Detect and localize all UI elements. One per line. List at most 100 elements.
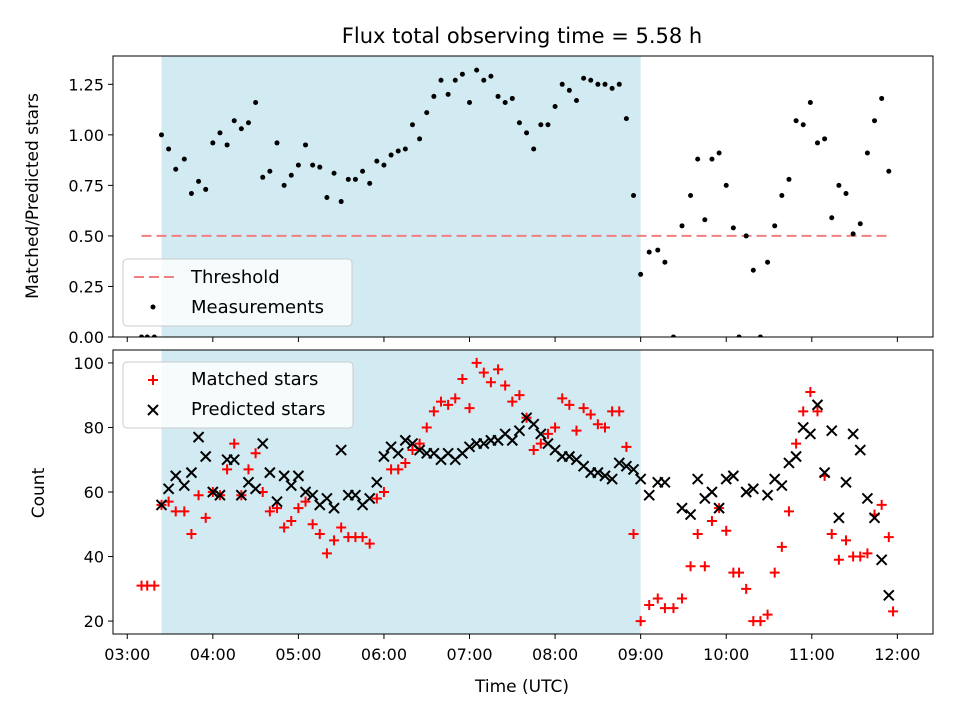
predicted-stars-point: [740, 486, 752, 498]
matched-stars-point: [592, 419, 603, 430]
measurements-point: [438, 77, 444, 83]
predicted-stars-point: [178, 479, 191, 492]
predicted-stars-point: [727, 470, 740, 482]
measurements-point: [814, 140, 820, 146]
threshold-legend-label: Threshold: [190, 267, 280, 288]
measurements-point: [203, 186, 209, 192]
matched-stars-point: [652, 593, 663, 604]
measurements-point: [360, 168, 366, 174]
predicted-stars-point: [192, 431, 205, 443]
predicted-stars-legend-marker: [147, 404, 159, 416]
predicted-stars-point: [278, 470, 290, 482]
measurements-point: [452, 77, 458, 83]
matched-stars-point: [741, 583, 752, 594]
measurements-point: [857, 221, 863, 227]
matched-stars-point: [621, 441, 632, 452]
predicted-stars-point: [214, 489, 226, 501]
predicted-stars-point: [592, 466, 604, 479]
predicted-stars-point: [199, 450, 212, 463]
predicted-stars-point: [399, 434, 412, 447]
measurements-point: [531, 146, 537, 152]
top-y-tick-label: 1.00: [68, 126, 104, 145]
matched-stars-point: [600, 422, 610, 433]
predicted-stars-legend-label: Predicted stars: [191, 399, 325, 420]
x-axis-label: Time (UTC): [474, 677, 569, 697]
predicted-stars-point: [392, 447, 404, 459]
predicted-stars-point: [463, 441, 476, 453]
predicted-stars-point: [613, 457, 625, 469]
measurements-point: [395, 148, 401, 154]
measurements-point: [670, 334, 676, 337]
matched-stars-point: [514, 390, 525, 401]
matched-stars-point: [149, 580, 160, 591]
matched-stars-point: [336, 522, 347, 533]
measurements-point: [338, 199, 344, 205]
measurements-point: [631, 192, 637, 198]
predicted-stars-point: [306, 489, 319, 501]
measurements-point: [829, 215, 835, 221]
measurements-point: [374, 158, 380, 164]
bottom-marks: [136, 357, 899, 627]
predicted-stars-point: [371, 476, 383, 489]
top-y-tick-label: 0.00: [68, 328, 104, 347]
matched-stars-point: [833, 554, 844, 565]
measurements-point: [417, 136, 423, 142]
measurements-point: [224, 142, 230, 148]
measurements-point: [743, 233, 749, 239]
predicted-stars-point: [285, 479, 297, 492]
matched-stars-point: [668, 603, 679, 614]
matched-stars-point: [585, 409, 596, 420]
predicted-stars-point: [413, 444, 426, 456]
measurements-point: [566, 87, 572, 93]
matched-stars-point: [314, 528, 325, 539]
measurements-point: [750, 267, 756, 273]
bottom-y-tick-label: 40: [84, 548, 104, 567]
matched-stars-point: [805, 386, 816, 397]
measurements-point: [381, 162, 387, 168]
matched-stars-point: [564, 399, 575, 410]
measurements-point: [331, 170, 337, 176]
matched-stars-point: [755, 616, 766, 627]
top-axes-frame: [112, 55, 934, 338]
measurements-point: [310, 162, 316, 168]
matched-stars-point: [286, 516, 297, 527]
measurements-point: [303, 142, 309, 148]
predicted-stars-point: [790, 450, 802, 463]
predicted-stars-point: [676, 502, 688, 514]
measurements-point: [730, 225, 736, 231]
matched-stars-point: [507, 396, 518, 407]
predicted-stars-legend-swatch: [147, 404, 159, 416]
measurements-point: [388, 152, 394, 158]
measurements-point: [281, 182, 287, 188]
predicted-stars-point: [833, 512, 845, 524]
predicted-stars-point: [527, 418, 540, 430]
predicted-stars-point: [249, 483, 262, 495]
predicted-stars-point: [691, 473, 704, 485]
measurements-point: [872, 118, 878, 124]
matched-stars-point: [500, 380, 511, 391]
measurements-point: [431, 93, 437, 99]
predicted-stars-point: [606, 473, 618, 485]
predicted-stars-point: [713, 502, 725, 514]
predicted-stars-point: [706, 486, 718, 498]
bottom-legend-box: [122, 361, 354, 429]
measurements-point: [662, 259, 668, 265]
predicted-stars-point: [599, 470, 611, 482]
measurements-point: [516, 120, 522, 126]
measurements-point: [800, 122, 806, 128]
measurements-point: [843, 190, 849, 196]
matched-stars-legend-marker: [148, 375, 158, 385]
measurements-point: [196, 178, 202, 184]
measurements-point: [445, 91, 451, 97]
measurements-point: [786, 176, 792, 182]
measurements-point: [459, 71, 465, 77]
matched-stars-point: [272, 503, 282, 514]
matched-stars-point: [321, 548, 332, 559]
matched-stars-point: [364, 538, 375, 549]
measurements-point: [807, 99, 813, 105]
matched-stars-point: [635, 616, 646, 627]
predicted-stars-point: [563, 450, 576, 463]
matched-stars-point: [464, 403, 475, 414]
matched-stars-point: [535, 438, 546, 449]
